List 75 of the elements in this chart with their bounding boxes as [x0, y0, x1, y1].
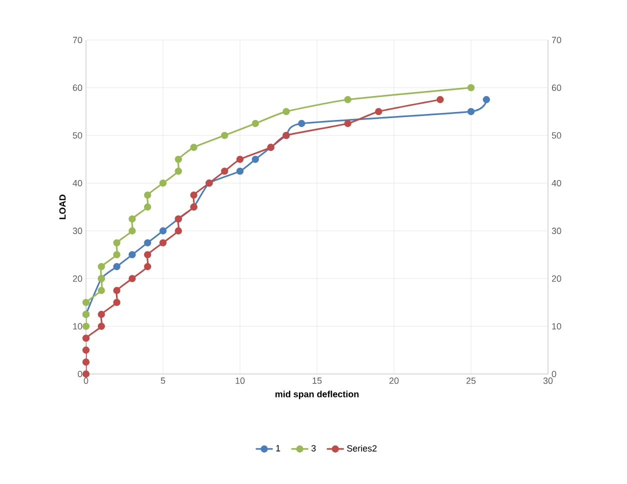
point: [482, 96, 490, 104]
point: [190, 191, 198, 199]
point: [298, 120, 306, 128]
x-tick-label: 15: [312, 378, 322, 384]
point: [159, 239, 167, 246]
point: [128, 227, 136, 234]
point: [98, 322, 105, 330]
point: [436, 96, 444, 104]
point: [236, 156, 244, 163]
y-tick-label: 70: [72, 36, 82, 44]
x-tick-label: 10: [236, 378, 245, 384]
legend-label: Series2: [347, 444, 377, 452]
legend-label: 1: [276, 445, 280, 452]
point: [113, 298, 120, 306]
y2-tick-label: 60: [552, 84, 562, 91]
y-tick-label: 10: [73, 323, 82, 330]
point: [467, 108, 475, 116]
point: [174, 168, 182, 175]
point: [344, 120, 352, 128]
point: [82, 358, 90, 366]
point: [82, 298, 90, 306]
point: [144, 263, 152, 270]
y-tick-label: 20: [72, 275, 82, 282]
point: [144, 203, 152, 211]
point: [252, 156, 259, 163]
point: [144, 251, 152, 258]
y2-tick-label: 30: [552, 228, 562, 234]
point: [190, 144, 198, 151]
point: [98, 310, 105, 318]
point: [236, 168, 244, 175]
y-tick-label: 60: [72, 84, 82, 91]
y2-tick-label: 40: [552, 180, 562, 186]
point: [221, 132, 228, 140]
point: [144, 239, 152, 246]
point: [128, 251, 136, 258]
point: [113, 263, 120, 270]
point: [113, 286, 120, 294]
point: [98, 286, 105, 294]
point: [344, 96, 352, 104]
legend-label: 3: [311, 445, 316, 452]
y2-tick-label: 20: [552, 275, 562, 282]
point: [174, 156, 182, 163]
point: [82, 346, 90, 354]
x-axis-title: mid span deflection: [275, 390, 359, 400]
point: [144, 191, 152, 199]
y-tick-label: 50: [72, 132, 82, 139]
point: [82, 334, 90, 342]
point: [82, 370, 90, 378]
x-tick-label: 0: [84, 378, 88, 384]
y-tick-label: 30: [72, 228, 82, 234]
point: [282, 108, 290, 116]
y-axis-title: LOAD: [59, 194, 66, 220]
x-tick-label: 30: [543, 378, 553, 384]
y2-tick-label: 70: [552, 36, 562, 44]
point: [221, 168, 228, 175]
point: [82, 322, 90, 330]
point: [252, 120, 259, 128]
y2-tick-label: 0: [552, 370, 556, 378]
x-tick-label: 5: [160, 378, 166, 384]
x-tick-label: 20: [389, 378, 399, 384]
point: [159, 227, 167, 234]
point: [98, 263, 105, 270]
y2-tick-label: 50: [552, 132, 562, 139]
y-tick-label: 0: [78, 370, 82, 378]
point: [375, 108, 382, 116]
point: [113, 239, 120, 246]
point: [467, 84, 475, 92]
point: [128, 215, 136, 223]
point: [159, 180, 167, 187]
x-tick-label: 25: [466, 378, 476, 384]
y2-tick-label: 10: [552, 323, 562, 330]
y-tick-label: 40: [72, 180, 82, 186]
point: [128, 274, 136, 282]
point: [113, 251, 120, 258]
point: [174, 227, 182, 234]
